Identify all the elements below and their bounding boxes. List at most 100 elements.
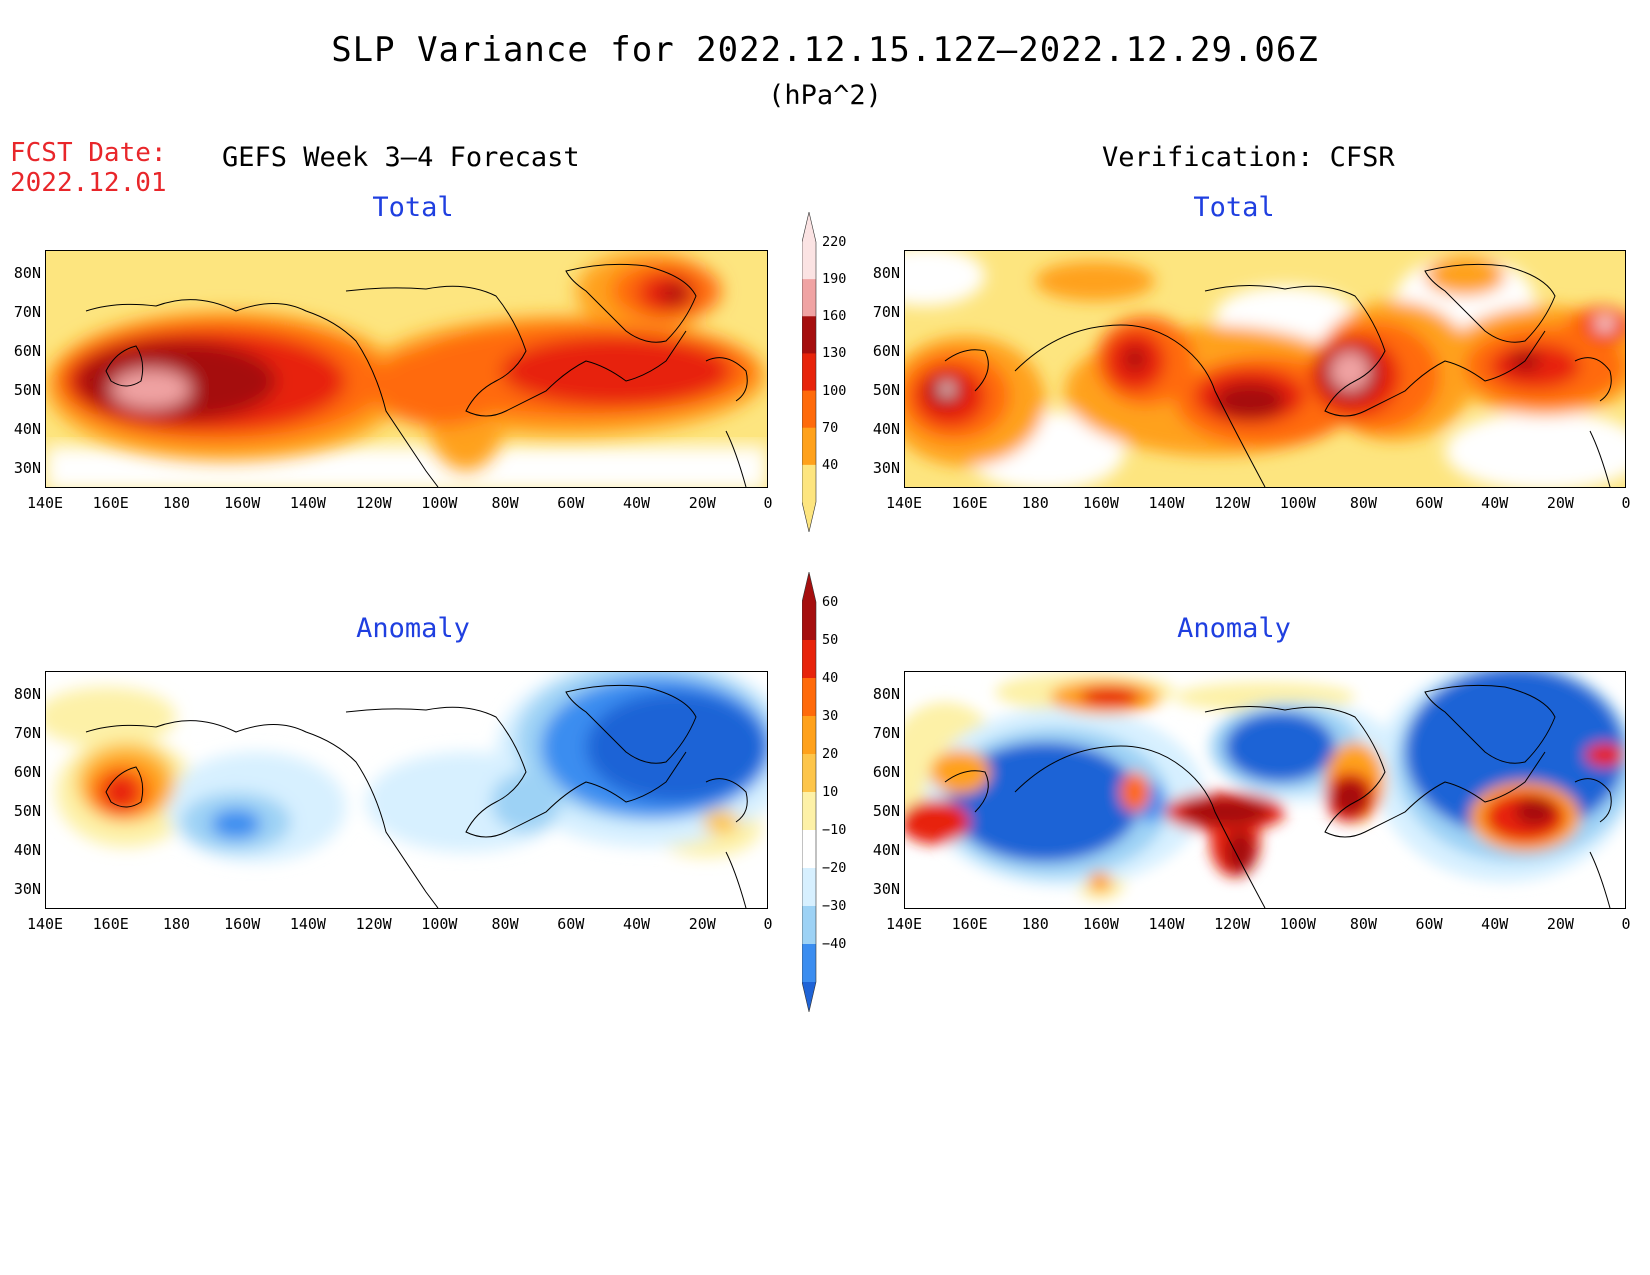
- lon-tick-label: 0: [763, 915, 773, 933]
- lon-tick-label: 160E: [951, 494, 988, 512]
- anomaly-colorbar-level-label: −40: [822, 936, 847, 952]
- lon-tick-label: 120W: [1214, 494, 1251, 512]
- lat-tick-label: 60N: [872, 763, 900, 782]
- lon-tick-label: 100W: [1279, 494, 1316, 512]
- coastlines: [85, 263, 748, 487]
- lon-tick-label: 60W: [557, 494, 585, 512]
- lat-tick-label: 80N: [872, 685, 900, 704]
- lon-tick-label: 100W: [1279, 915, 1316, 933]
- lat-tick-label: 50N: [872, 381, 900, 400]
- lon-tick-label: 140E: [885, 494, 923, 512]
- anomaly-colorbar-swatch: [802, 602, 816, 641]
- lat-tick-label: 70N: [13, 724, 41, 743]
- left-column-header: GEFS Week 3–4 Forecast: [222, 142, 580, 173]
- lon-tick-label: 60W: [1415, 915, 1443, 933]
- anomaly-colorbar-level-label: 50: [822, 632, 839, 648]
- panel-title-fcst-total: Total: [372, 192, 454, 223]
- total-colorbar-swatch: [802, 502, 816, 532]
- total-colorbar-level-label: 40: [822, 456, 839, 473]
- lon-tick-label: 40W: [622, 915, 651, 933]
- right-column-header: Verification: CFSR: [1102, 142, 1395, 173]
- anomaly-colorbar-level-label: 20: [822, 746, 839, 762]
- lon-tick-label: 160E: [951, 915, 988, 933]
- coastlines: [944, 263, 1612, 487]
- anomaly-colorbar-level-label: −10: [822, 822, 847, 838]
- lon-tick-label: 120W: [355, 494, 392, 512]
- anomaly-colorbar-swatch: [802, 792, 816, 831]
- lon-tick-label: 20W: [1546, 915, 1574, 933]
- lon-tick-label: 160W: [224, 915, 261, 933]
- lon-tick-label: 40W: [1481, 494, 1509, 512]
- map-verif-anomaly: [904, 671, 1626, 909]
- anomaly-colorbar-swatch: [802, 716, 816, 755]
- lat-tick-label: 30N: [872, 459, 900, 478]
- lon-tick-label: 0: [1621, 494, 1631, 512]
- lon-tick-label: 60W: [557, 915, 585, 933]
- anomaly-colorbar-level-label: −20: [822, 860, 847, 876]
- panel-title-fcst-anomaly: Anomaly: [356, 613, 470, 644]
- lon-tick-label: 80W: [1349, 915, 1377, 933]
- total-colorbar-level-label: 100: [822, 382, 847, 399]
- lon-tick-label: 20W: [688, 915, 716, 933]
- map-verif-total: [904, 250, 1626, 488]
- lon-tick-label: 140W: [1148, 915, 1185, 933]
- lat-tick-label: 50N: [13, 802, 41, 821]
- lat-tick-label: 70N: [872, 303, 900, 322]
- total-colorbar-level-label: 220: [822, 234, 847, 250]
- anomaly-colorbar-swatches: [802, 572, 817, 1012]
- total-colorbar-swatch: [802, 316, 816, 354]
- lon-tick-label: 60W: [1415, 494, 1443, 512]
- total-colorbar-swatch: [802, 242, 816, 280]
- lat-tick-label: 30N: [872, 880, 900, 899]
- fcst-date-label: FCST Date:: [10, 138, 167, 168]
- figure-title: SLP Variance for 2022.12.15.12Z–2022.12.…: [331, 30, 1319, 70]
- lon-tick-label: 80W: [491, 915, 519, 933]
- total-colorbar-level-label: 160: [822, 308, 847, 325]
- lon-tick-label: 80W: [491, 494, 519, 512]
- lon-tick-label: 160W: [1082, 915, 1119, 933]
- anomaly-colorbar-swatch: [802, 868, 816, 907]
- total-colorbar-swatch: [802, 390, 816, 429]
- lat-tick-label: 80N: [13, 264, 41, 283]
- total-colorbar-level-label: 130: [822, 345, 847, 362]
- fcst-date-value: 2022.12.01: [10, 168, 167, 198]
- colorbar-anomaly: 60 50 40 30 20 10 −10 −20 −30 −40: [802, 572, 882, 1012]
- anomaly-colorbar-swatch: [802, 640, 816, 679]
- lat-tick-label: 30N: [13, 459, 41, 478]
- lon-tick-label: 160E: [92, 494, 129, 512]
- total-colorbar-swatch: [802, 464, 816, 503]
- total-colorbar-outline: [802, 212, 817, 532]
- anomaly-colorbar-level-label: 10: [822, 784, 839, 800]
- coastlines: [944, 684, 1612, 908]
- heatmap-verif-total: [905, 251, 1625, 487]
- lat-tick-label: 40N: [872, 420, 900, 439]
- total-colorbar-swatch: [802, 279, 816, 317]
- panel-title-verif-anomaly: Anomaly: [1177, 613, 1291, 644]
- lon-tick-label: 140E: [26, 494, 64, 512]
- total-colorbar-swatches: [802, 212, 817, 532]
- lon-tick-label: 120W: [355, 915, 392, 933]
- lon-tick-label: 140W: [289, 494, 326, 512]
- anomaly-colorbar-swatch: [802, 982, 816, 1012]
- total-colorbar-level-label: 70: [822, 419, 839, 436]
- lat-tick-label: 70N: [13, 303, 41, 322]
- lat-tick-label: 60N: [13, 342, 41, 361]
- lat-tick-label: 60N: [13, 763, 41, 782]
- lat-tick-label: 50N: [13, 381, 41, 400]
- lon-tick-label: 180: [1021, 915, 1049, 933]
- anomaly-colorbar-level-label: −30: [822, 898, 847, 914]
- lat-tick-label: 40N: [13, 420, 41, 439]
- heatmap-fcst-anomaly: [46, 672, 767, 908]
- panel-title-verif-total: Total: [1193, 192, 1275, 223]
- map-fcst-anomaly: [45, 671, 768, 909]
- anomaly-colorbar-swatch: [802, 906, 816, 945]
- anomaly-colorbar-level-label: 30: [822, 708, 839, 724]
- lon-tick-label: 140W: [289, 915, 326, 933]
- total-colorbar-level-label: 190: [822, 271, 847, 288]
- anomaly-colorbar-swatch: [802, 944, 816, 983]
- lon-tick-label: 100W: [421, 494, 458, 512]
- lat-tick-label: 30N: [13, 880, 41, 899]
- heatmap-fcst-total: [46, 251, 767, 487]
- lat-tick-label: 50N: [872, 802, 900, 821]
- lat-tick-label: 60N: [872, 342, 900, 361]
